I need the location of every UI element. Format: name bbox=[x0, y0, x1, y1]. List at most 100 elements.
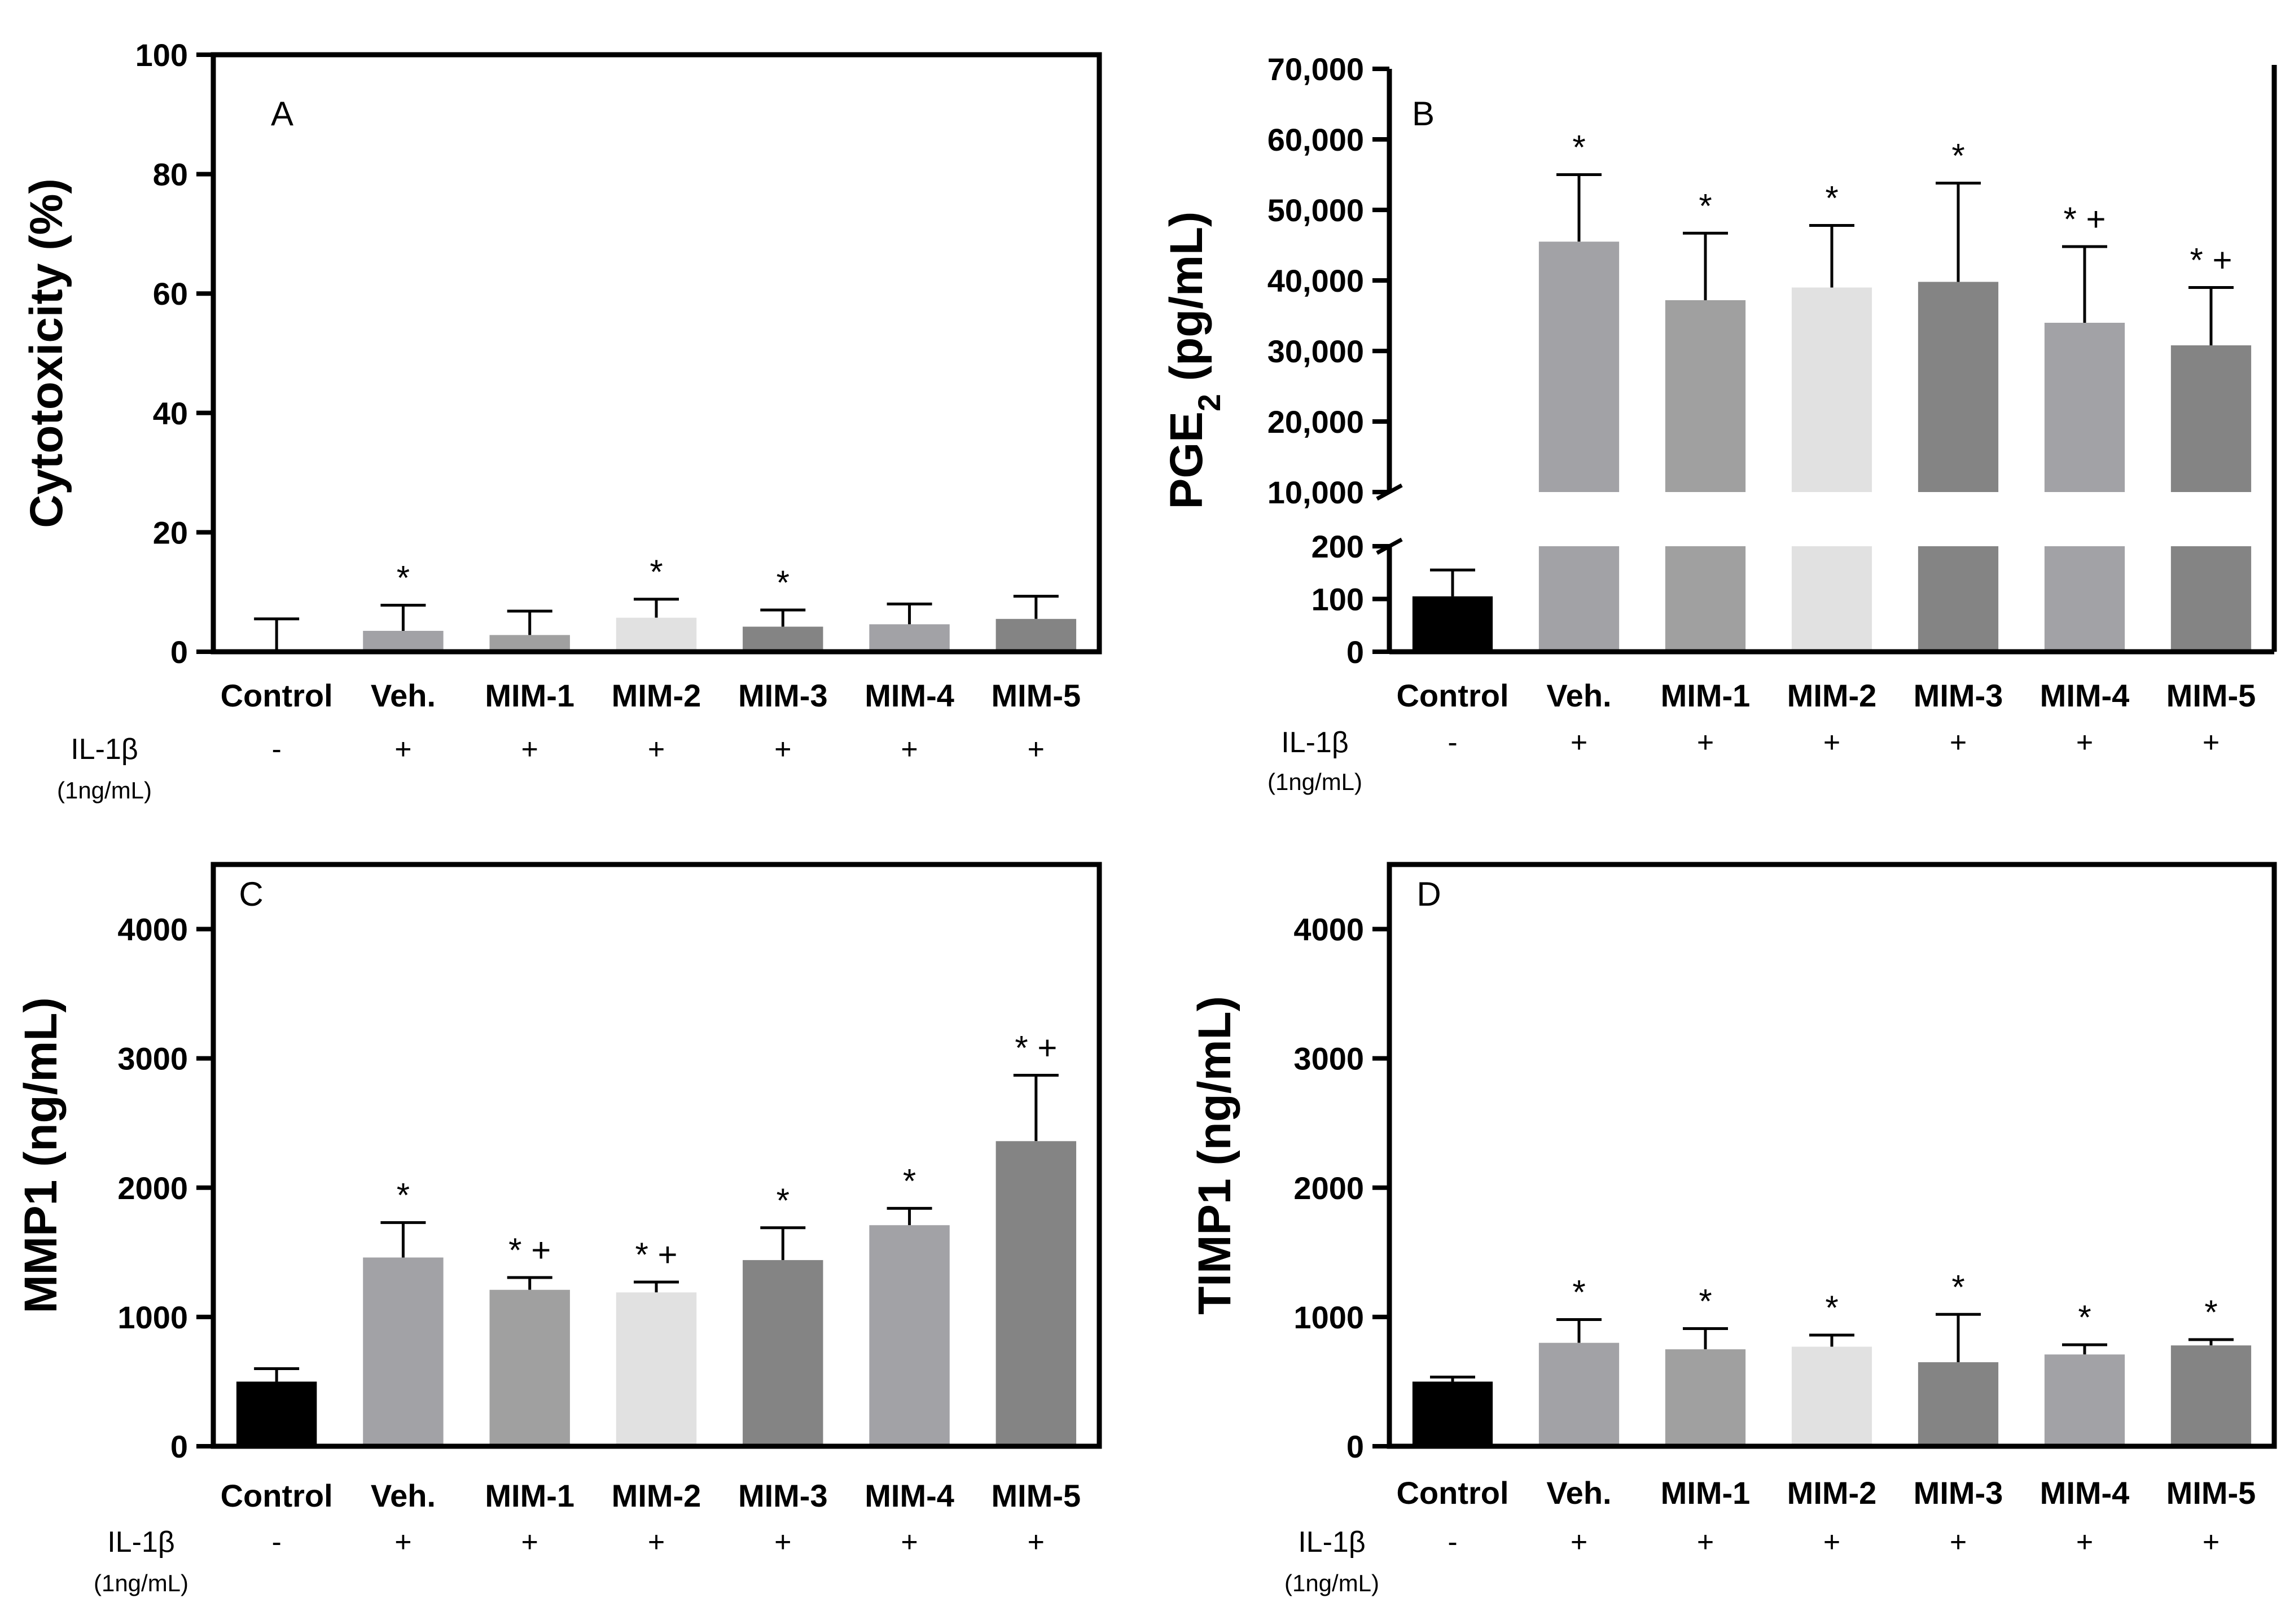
bar-mim-5 bbox=[995, 618, 1077, 649]
significance-marker: * + bbox=[635, 1236, 677, 1274]
treatment-label: IL-1β bbox=[71, 733, 138, 766]
treatment-label: IL-1β bbox=[1298, 1526, 1366, 1559]
y-tick-label: 20 bbox=[153, 515, 188, 550]
x-tick-label: MIM-3 bbox=[738, 1478, 828, 1513]
panel-A: 0 20 40 60 80 100 Cytotoxicity (%) A Control - * Ve… bbox=[21, 37, 1102, 804]
bar-mim-3-lower bbox=[1918, 546, 1999, 649]
treatment-sign: + bbox=[2076, 1526, 2093, 1559]
panel-label: B bbox=[1412, 95, 1435, 133]
treatment-sign: + bbox=[1697, 726, 1714, 759]
treatment-sign: + bbox=[2203, 1526, 2220, 1559]
bar-mim-5 bbox=[2170, 1345, 2252, 1444]
x-tick-label: MIM-5 bbox=[992, 678, 1081, 713]
x-tick-label: Veh. bbox=[371, 1478, 436, 1513]
y-tick-label: 0 bbox=[170, 1429, 188, 1464]
x-tick-label: MIM-3 bbox=[1914, 1475, 2003, 1511]
x-tick-label: MIM-2 bbox=[612, 678, 701, 713]
y-tick-label: 30,000 bbox=[1267, 333, 1364, 369]
significance-marker: * bbox=[1699, 187, 1712, 225]
bar-mim-3-upper bbox=[1918, 282, 1999, 492]
bar-mim-5-lower bbox=[2170, 546, 2252, 649]
bar-mim-4-lower bbox=[2044, 546, 2125, 649]
panel-label: D bbox=[1416, 875, 1441, 913]
bar-mim-2-upper bbox=[1791, 287, 1872, 492]
bar-veh bbox=[1538, 1342, 1620, 1444]
bar-mim-1 bbox=[489, 1289, 570, 1444]
bar-mim-3 bbox=[1918, 1362, 1999, 1444]
y-tick-label: 40,000 bbox=[1267, 263, 1364, 299]
bar-veh-lower bbox=[1538, 546, 1620, 649]
panel-label: A bbox=[271, 95, 293, 133]
treatment-sign: + bbox=[521, 1526, 538, 1559]
x-tick-label: MIM-2 bbox=[612, 1478, 701, 1513]
y-tick-label: 50,000 bbox=[1267, 192, 1364, 228]
treatment-sign: + bbox=[774, 733, 791, 766]
significance-marker: * bbox=[1825, 1289, 1838, 1327]
significance-marker: * + bbox=[508, 1231, 551, 1269]
bar-veh bbox=[363, 1257, 444, 1444]
treatment-sign: + bbox=[1571, 1526, 1587, 1559]
treatment-sublabel: (1ng/mL) bbox=[1284, 1570, 1379, 1596]
treatment-sign: + bbox=[1823, 1526, 1840, 1559]
y-axis-label: PGE2 (pg/mL) bbox=[1161, 212, 1227, 510]
y-axis-label: MMP1 (ng/mL) bbox=[15, 997, 67, 1313]
x-tick-label: Control bbox=[221, 678, 333, 713]
significance-marker: * bbox=[397, 1177, 410, 1214]
bar-mim-3 bbox=[743, 626, 823, 649]
x-tick-label: MIM-1 bbox=[1661, 1475, 1751, 1511]
y-tick-label: 1000 bbox=[117, 1300, 188, 1335]
bar-control bbox=[1412, 596, 1493, 649]
y-axis-label-main: PGE bbox=[1161, 411, 1212, 509]
bar-mim-4-upper bbox=[2044, 323, 2125, 492]
x-tick-label: MIM-3 bbox=[738, 678, 828, 713]
bar-mim-1-lower bbox=[1665, 546, 1746, 649]
x-tick-label: MIM-4 bbox=[865, 1478, 954, 1513]
x-tick-label: MIM-3 bbox=[1914, 678, 2003, 713]
bar-mim-2-lower bbox=[1791, 546, 1872, 649]
y-tick-label: 60 bbox=[153, 276, 188, 311]
x-tick-label: MIM-5 bbox=[992, 1478, 1081, 1513]
significance-marker: * bbox=[2078, 1298, 2091, 1336]
y-tick-label: 3000 bbox=[117, 1041, 188, 1077]
panel-label: C bbox=[239, 875, 263, 913]
y-tick-label: 100 bbox=[135, 37, 188, 73]
y-tick-label: 200 bbox=[1312, 529, 1364, 564]
significance-marker: * bbox=[1951, 137, 1964, 175]
x-tick-label: MIM-4 bbox=[865, 678, 954, 713]
bar-mim-4 bbox=[2044, 1354, 2125, 1444]
treatment-sign: + bbox=[1028, 1526, 1045, 1559]
treatment-sign: + bbox=[1823, 726, 1840, 759]
bar-mim-4 bbox=[869, 624, 950, 649]
bar-mim-1 bbox=[489, 635, 570, 649]
y-axis-label: Cytotoxicity (%) bbox=[21, 178, 72, 528]
bar-mim-2 bbox=[616, 1292, 697, 1444]
y-tick-label: 3000 bbox=[1293, 1041, 1364, 1077]
y-tick-label: 20,000 bbox=[1267, 404, 1364, 440]
y-tick-label: 100 bbox=[1312, 582, 1364, 617]
y-axis-label: TIMP1 (ng/mL) bbox=[1189, 996, 1240, 1315]
treatment-sign: + bbox=[901, 733, 918, 766]
x-tick-label: MIM-5 bbox=[2166, 678, 2256, 713]
significance-marker: * bbox=[397, 559, 410, 596]
significance-marker: * bbox=[1572, 129, 1585, 166]
treatment-sign: + bbox=[648, 1526, 665, 1559]
y-tick-label: 1000 bbox=[1293, 1300, 1364, 1335]
bar-control bbox=[236, 1381, 317, 1444]
treatment-sign: - bbox=[1448, 1526, 1457, 1559]
bar-mim-4 bbox=[869, 1225, 950, 1444]
x-tick-label: Control bbox=[1396, 1475, 1508, 1511]
treatment-sign: + bbox=[901, 1526, 918, 1559]
treatment-sign: + bbox=[1028, 733, 1045, 766]
bar-mim-1-upper bbox=[1665, 300, 1746, 492]
y-tick-label: 2000 bbox=[1293, 1170, 1364, 1206]
y-tick-label: 60,000 bbox=[1267, 122, 1364, 157]
treatment-sign: - bbox=[271, 733, 281, 766]
x-tick-label: Veh. bbox=[371, 678, 436, 713]
panel-D: 0 1000 2000 3000 4000 TIMP1 (ng/mL) D Control - *… bbox=[1189, 862, 2277, 1596]
x-tick-label: Control bbox=[221, 1478, 333, 1513]
y-tick-label: 70,000 bbox=[1267, 51, 1364, 87]
treatment-sign: + bbox=[2076, 726, 2093, 759]
significance-marker: * bbox=[1825, 179, 1838, 217]
bar-mim-2 bbox=[1791, 1346, 1872, 1444]
